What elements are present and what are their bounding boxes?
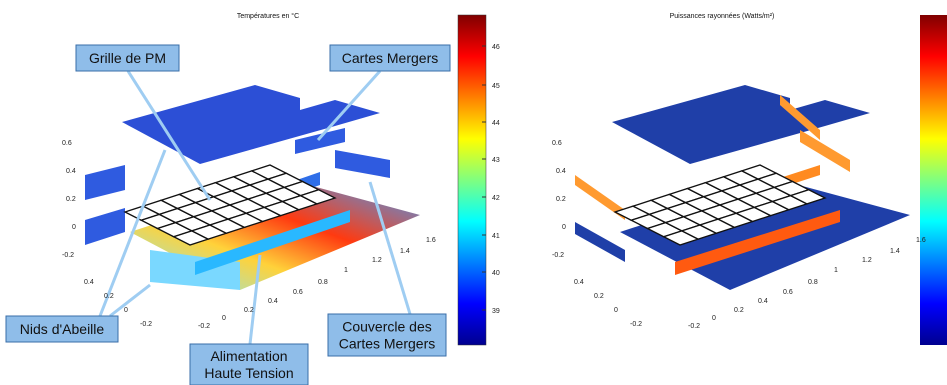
x-tick-label: 1	[834, 267, 838, 274]
x-tick-label: 0.6	[293, 289, 303, 296]
z-tick-label: 0.2	[556, 196, 566, 203]
y-tick-label: 0.2	[594, 293, 604, 300]
x-tick-label: 0.2	[734, 307, 744, 314]
annotation-label: Nids d'Abeille	[20, 321, 105, 337]
x-tick-label: 0.8	[808, 279, 818, 286]
y-tick-label: 0.2	[104, 293, 114, 300]
z-tick-label: 0.6	[62, 140, 72, 147]
x-tick-label: 1.6	[426, 237, 436, 244]
annotation-label: Cartes Mergers	[339, 336, 435, 352]
z-tick-label: -0.2	[552, 252, 564, 259]
grid-cell	[298, 189, 337, 205]
x-tick-label: 1.4	[400, 248, 410, 255]
x-tick-label: 1	[344, 267, 348, 274]
x-tick-label: 1.4	[890, 248, 900, 255]
x-tick-label: -0.2	[198, 323, 210, 330]
y-tick-label: -0.2	[630, 321, 642, 328]
arrows	[98, 69, 412, 345]
pm-grid	[613, 164, 827, 246]
annotation-label: Couvercle des	[342, 319, 432, 335]
pm-grid	[123, 164, 337, 246]
x-tick-label: 1.2	[862, 257, 872, 264]
colorbar	[457, 14, 487, 346]
scene-right	[575, 85, 910, 290]
colorbar-tick-label: 42	[492, 195, 500, 202]
colorbar-tick-label: 40	[492, 270, 500, 277]
colorbar-tick-label: 43	[492, 157, 500, 164]
colorbar	[920, 15, 947, 345]
x-tick-label: 1.2	[372, 257, 382, 264]
panel-title: Puissances rayonnées (Watts/m²)	[670, 13, 775, 20]
grid-cell	[788, 189, 827, 205]
y-tick-label: 0.4	[84, 279, 94, 286]
y-tick-label: 0	[124, 307, 128, 314]
annotation-label: Haute Tension	[204, 365, 293, 381]
y-tick-label: 0.4	[574, 279, 584, 286]
colorbar-tick-label: 39	[492, 308, 500, 315]
annotation-box	[189, 343, 309, 385]
x-tick-label: 1.6	[916, 237, 926, 244]
x-tick-label: 0.6	[783, 289, 793, 296]
colorbar-tick-label: 44	[492, 120, 500, 127]
z-tick-label: 0	[72, 224, 76, 231]
x-tick-label: 0	[222, 315, 226, 322]
z-tick-label: 0.2	[66, 196, 76, 203]
x-tick-label: 0.8	[318, 279, 328, 286]
x-tick-label: 0.2	[244, 307, 254, 314]
x-tick-label: -0.2	[688, 323, 700, 330]
annotation-label: Grille de PM	[89, 50, 166, 66]
annotation-box	[329, 44, 451, 72]
x-tick-label: 0.4	[758, 298, 768, 305]
z-tick-label: -0.2	[62, 252, 74, 259]
scene-left	[85, 85, 420, 290]
panel-title: Températures en °C	[237, 12, 299, 20]
colorbar-tick-label: 46	[492, 44, 500, 51]
x-tick-label: 0	[712, 315, 716, 322]
colorbar-tick-label: 41	[492, 233, 500, 240]
x-tick-label: 0.4	[268, 298, 278, 305]
colorbar-tick-label: 45	[492, 83, 500, 90]
annotation-label: Cartes Mergers	[342, 50, 438, 66]
z-tick-label: 0.6	[552, 140, 562, 147]
annotation-box	[75, 44, 180, 72]
y-tick-label: -0.2	[140, 321, 152, 328]
z-tick-label: 0	[562, 224, 566, 231]
annotation-box	[5, 315, 119, 343]
annotation-box	[327, 313, 447, 357]
z-tick-label: 0.4	[66, 168, 76, 175]
y-tick-label: 0	[614, 307, 618, 314]
annotation-label: Alimentation	[210, 348, 287, 364]
z-tick-label: 0.4	[556, 168, 566, 175]
